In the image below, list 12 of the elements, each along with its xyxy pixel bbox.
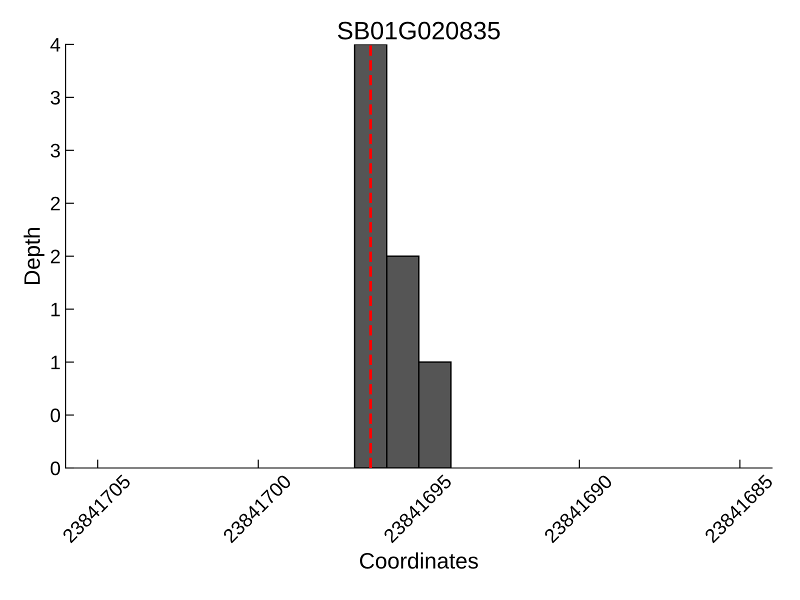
y-tick-label: 2 (50, 196, 60, 210)
y-tick-label: 3 (50, 90, 60, 105)
y-tick-label: 2 (50, 250, 60, 264)
y-tick-label: 1 (51, 302, 60, 316)
y-tick-label: 1 (51, 356, 60, 370)
y-tick-label: 0 (50, 408, 60, 422)
y-tick-label: 4 (50, 38, 60, 52)
chart-title: SB01G020835 (338, 22, 500, 40)
y-tick-label: 3 (50, 144, 60, 158)
y-tick-label: 0 (50, 461, 60, 476)
y-axis-title: Depth (24, 228, 44, 284)
x-axis-title: Coordinates (360, 552, 478, 569)
